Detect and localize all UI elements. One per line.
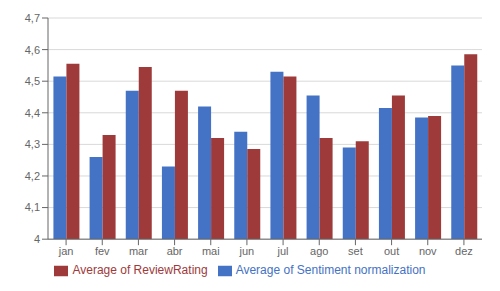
html-text:Average of Sentiment normaliza: Average of Sentiment normalization <box>235 263 426 278</box>
svg-text:ago: ago <box>310 245 328 257</box>
svg-text:jun: jun <box>239 245 255 257</box>
svg-text:4,2: 4,2 <box>25 170 40 182</box>
svg-text:dez: dez <box>455 245 473 257</box>
svg-text:4,4: 4,4 <box>25 107 40 119</box>
svg-text:4,5: 4,5 <box>25 75 40 87</box>
svg-text:jul: jul <box>277 245 289 257</box>
svg-text:4,3: 4,3 <box>25 138 40 150</box>
svg-text:nov: nov <box>419 245 437 257</box>
svg-text:fev: fev <box>95 245 110 257</box>
svg-text:out: out <box>384 245 399 257</box>
svg-text:4,7: 4,7 <box>25 12 40 24</box>
svg-text:mar: mar <box>129 245 148 257</box>
svg-text:4,6: 4,6 <box>25 44 40 56</box>
svg-text:set: set <box>348 245 363 257</box>
svg-text:jan: jan <box>58 245 74 257</box>
svg-text:mai: mai <box>202 245 220 257</box>
svg-text:4: 4 <box>34 233 40 245</box>
svg-text:4,1: 4,1 <box>25 201 40 213</box>
html-text:Average of ReviewRating: Average of ReviewRating <box>72 263 208 278</box>
svg-text:abr: abr <box>167 245 183 257</box>
